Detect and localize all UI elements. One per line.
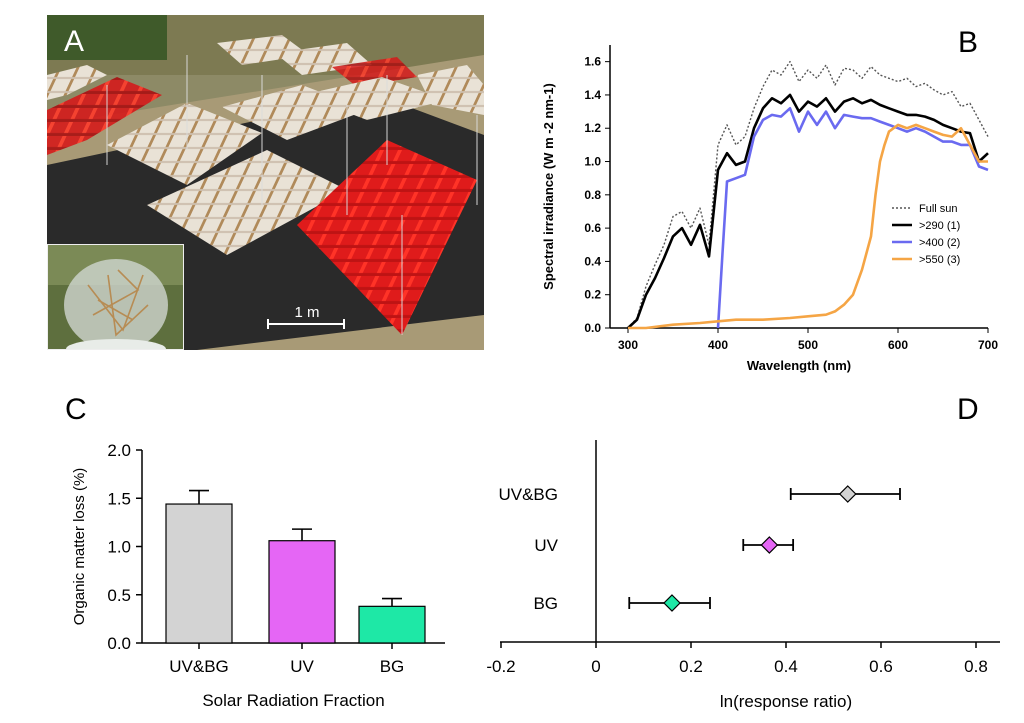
x-tick-label: 0.8 xyxy=(964,657,988,676)
x-tick-label: -0.2 xyxy=(486,657,515,676)
x-tick-label: 700 xyxy=(978,338,998,352)
spectral-irradiance-chart: 0.0 0.2 0.4 0.6 0.8 1.0 1.2 1.4 1.6 300 400 500 600 7… xyxy=(541,45,998,373)
x-tick-label: BG xyxy=(380,657,405,676)
y-tick-label: 0.6 xyxy=(584,221,601,235)
panel-label-b: B xyxy=(958,26,979,59)
x-tick-label: 0.6 xyxy=(869,657,893,676)
bar xyxy=(165,503,233,644)
y-tick-label: 0.4 xyxy=(584,254,601,268)
legend-label: >550 (3) xyxy=(919,254,960,266)
y-tick-label: 0.8 xyxy=(584,188,601,202)
x-axis-title: Wavelength (nm) xyxy=(747,358,851,373)
x-tick-label: 0 xyxy=(591,657,600,676)
series-line xyxy=(627,60,989,329)
response-ratio-chart: -0.2 0 0.2 0.4 0.6 0.8 ln(response ratio) UV&BG… xyxy=(486,440,1000,711)
scale-bar-line xyxy=(267,319,345,329)
x-axis-title: ln(response ratio) xyxy=(720,692,852,711)
y-tick-label: 1.6 xyxy=(584,55,601,69)
y-tick-label: 1.0 xyxy=(584,155,601,169)
organic-matter-loss-chart: 0.0 0.5 1.0 1.5 2.0 UV&BG UV BG Solar Radiation … xyxy=(71,441,445,710)
panel-label-c: C xyxy=(65,393,87,426)
panel-label-a: A xyxy=(64,25,85,58)
x-tick-label: 600 xyxy=(888,338,908,352)
field-photo: 1 m xyxy=(47,15,484,350)
point-marker xyxy=(760,536,779,554)
y-tick-label: 0.2 xyxy=(584,288,601,302)
litter-jar-image xyxy=(48,245,183,349)
point-marker xyxy=(838,485,857,503)
x-axis-title: Solar Radiation Fraction xyxy=(202,691,384,710)
y-tick-label: 1.5 xyxy=(107,489,131,508)
bar xyxy=(268,540,336,644)
x-tick-label: 0.2 xyxy=(679,657,703,676)
legend-label: >400 (2) xyxy=(919,237,960,249)
scale-bar: 1 m xyxy=(267,304,347,335)
series-line xyxy=(716,107,989,329)
x-tick-label: 0.4 xyxy=(774,657,798,676)
litter-jar-inset xyxy=(47,244,184,350)
legend-label: Full sun xyxy=(919,203,958,215)
y-tick-label: 1.0 xyxy=(107,538,131,557)
series-line xyxy=(627,93,989,329)
panel-label-d: D xyxy=(957,393,979,426)
y-tick-label: 1.2 xyxy=(584,121,601,135)
point-marker xyxy=(663,594,681,612)
x-tick-label: 300 xyxy=(618,338,638,352)
series-line xyxy=(628,123,988,330)
category-label: UV&BG xyxy=(498,485,558,504)
x-tick-label: 400 xyxy=(708,338,728,352)
x-tick-label: 500 xyxy=(798,338,818,352)
category-label: BG xyxy=(533,594,558,613)
y-tick-label: 2.0 xyxy=(107,441,131,460)
scale-bar-label: 1 m xyxy=(294,304,320,321)
y-tick-label: 0.5 xyxy=(107,586,131,605)
y-axis-title: Spectral irradiance (W m -2 nm-1) xyxy=(541,83,556,290)
y-tick-label: 0.0 xyxy=(107,634,131,653)
y-tick-label: 1.4 xyxy=(584,88,601,102)
x-tick-label: UV&BG xyxy=(169,657,229,676)
y-tick-label: 0.0 xyxy=(584,321,601,335)
bar xyxy=(358,605,426,644)
x-tick-label: UV xyxy=(290,657,314,676)
legend-label: >290 (1) xyxy=(919,220,960,232)
category-label: UV xyxy=(534,536,558,555)
y-axis-title: Organic matter loss (%) xyxy=(71,468,88,626)
